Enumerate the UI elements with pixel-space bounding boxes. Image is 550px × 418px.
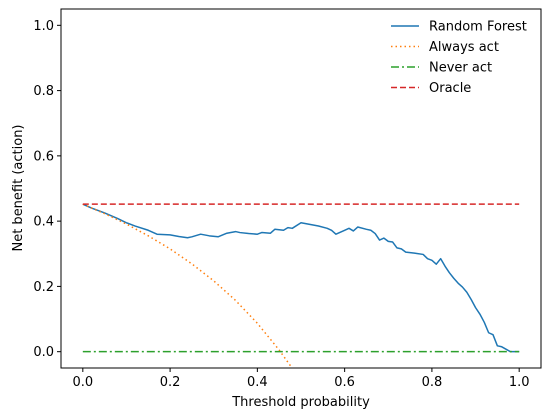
series-line-random-forest [82, 203, 520, 353]
x-axis-ticks: 0.0 0.2 0.4 0.6 0.8 1.0 [72, 368, 530, 390]
series-layer [82, 203, 520, 368]
y-tick-label: 0.2 [33, 280, 54, 295]
legend-label-oracle: Oracle [429, 81, 471, 96]
x-tick-label: 0.2 [160, 375, 181, 390]
x-tick-label: 0.0 [72, 375, 93, 390]
y-axis-ticks: 0.0 0.2 0.4 0.6 0.8 1.0 [33, 19, 61, 360]
y-tick-label: 1.0 [33, 19, 54, 34]
legend-label-never-act: Never act [429, 61, 492, 76]
y-tick-label: 0.4 [33, 215, 54, 230]
legend: Random Forest Always act Never act Oracle [391, 20, 527, 96]
legend-label-always-act: Always act [429, 40, 499, 55]
y-tick-label: 0.0 [33, 345, 54, 360]
x-tick-label: 1.0 [509, 375, 530, 390]
x-axis-label: Threshold probability [231, 395, 370, 410]
y-tick-label: 0.6 [33, 149, 54, 164]
y-tick-label: 0.8 [33, 84, 54, 99]
x-tick-label: 0.6 [334, 375, 355, 390]
x-tick-label: 0.8 [422, 375, 443, 390]
x-tick-label: 0.4 [247, 375, 268, 390]
plot-frame [60, 8, 542, 369]
y-axis-label: Net benefit (action) [11, 124, 26, 251]
legend-label-random-forest: Random Forest [429, 20, 527, 35]
